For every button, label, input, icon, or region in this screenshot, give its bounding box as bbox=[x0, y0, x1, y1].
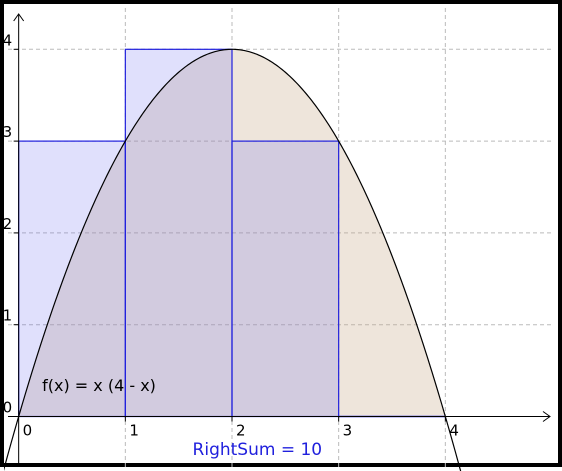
rectangle-3 bbox=[231, 140, 340, 418]
right-sum-label: RightSum = 10 bbox=[193, 440, 323, 460]
y-tick-label-1: 1 bbox=[4, 307, 12, 325]
x-tick-label-0: 0 bbox=[23, 422, 33, 440]
y-tick-label-2: 2 bbox=[4, 215, 12, 233]
riemann-sum-chart: 0 1 2 3 4 0 1 2 3 4 f(x) = x (4 - x) RightSum = 1… bbox=[4, 8, 552, 471]
y-axis-arrow bbox=[13, 13, 25, 22]
function-label: f(x) = x (4 - x) bbox=[42, 376, 156, 395]
x-tick-label-4: 4 bbox=[449, 422, 459, 440]
x-tick-label-3: 3 bbox=[343, 422, 353, 440]
riemann-rectangles bbox=[18, 48, 446, 418]
x-axis-arrow bbox=[542, 411, 551, 422]
y-tick-label-3: 3 bbox=[4, 123, 12, 141]
x-tick-label-1: 1 bbox=[129, 422, 139, 440]
rectangle-2 bbox=[124, 48, 233, 418]
x-tick-label-2: 2 bbox=[236, 422, 246, 440]
y-tick-label-4: 4 bbox=[4, 31, 12, 49]
y-tick-label-0: 0 bbox=[4, 399, 12, 417]
tick-labels: 0 1 2 3 4 0 1 2 3 4 bbox=[4, 31, 459, 439]
function-curve bbox=[4, 48, 462, 471]
curve-path bbox=[4, 48, 462, 471]
